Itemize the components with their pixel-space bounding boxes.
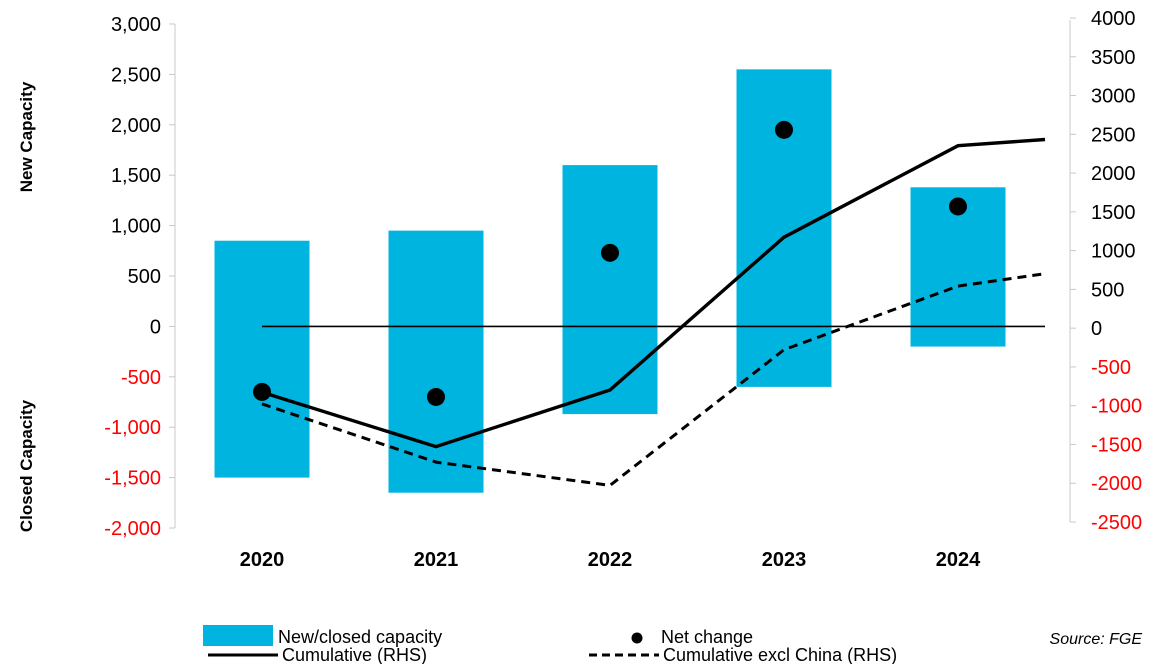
- left-tick-label: -1,500: [104, 468, 161, 490]
- left-axis-label-closed: Closed Capacity: [17, 399, 36, 532]
- category-label: 2023: [762, 549, 807, 571]
- right-tick-label: 2500: [1091, 124, 1136, 146]
- left-tick-label: 2,500: [111, 64, 161, 86]
- right-tick-label: 2000: [1091, 163, 1136, 185]
- category-label: 2024: [936, 549, 981, 571]
- category-label: 2020: [240, 549, 285, 571]
- net-change-point: [253, 382, 271, 401]
- left-tick-label: 1,000: [111, 216, 161, 238]
- left-tick-label: -500: [121, 367, 161, 389]
- right-tick-label: -1000: [1091, 396, 1142, 418]
- right-tick-label: 500: [1091, 279, 1124, 301]
- source-note: Source: FGE: [1049, 631, 1142, 648]
- cumulative-line: [261, 137, 1046, 449]
- right-tick-label: -2500: [1091, 512, 1142, 534]
- legend-label-net-change: Net change: [661, 627, 753, 647]
- capacity-bar: [562, 165, 658, 415]
- left-tick-label: -2,000: [104, 518, 161, 540]
- left-axis-label-new: New Capacity: [17, 81, 36, 192]
- net-change-point: [775, 120, 793, 139]
- left-tick-label: -1,000: [104, 417, 161, 439]
- right-tick-label: 3000: [1091, 86, 1136, 108]
- category-label: 2021: [414, 549, 459, 571]
- net-change-point: [949, 197, 967, 216]
- left-tick-label: 3,000: [111, 14, 161, 36]
- capacity-bar: [736, 69, 832, 387]
- legend-label-bars: New/closed capacity: [278, 627, 442, 647]
- right-tick-label: -2000: [1091, 473, 1142, 495]
- labels-layer: 3,000 2,500 2,000 1,500 1,000 500 0 -500 -1,000 -…: [17, 8, 1142, 571]
- right-tick-label: -1500: [1091, 434, 1142, 456]
- right-tick-label: 3500: [1091, 47, 1136, 69]
- right-tick-label: 0: [1091, 318, 1102, 340]
- points-layer: [253, 120, 967, 406]
- right-tick-label: 1500: [1091, 202, 1136, 224]
- left-tick-label: 1,500: [111, 165, 161, 187]
- left-tick-label: 2,000: [111, 115, 161, 137]
- capacity-bar: [388, 230, 484, 493]
- right-tick-label: 1000: [1091, 241, 1136, 263]
- right-tick-label: 4000: [1091, 8, 1136, 30]
- legend: New/closed capacity Net changeCumulative …: [203, 625, 897, 664]
- left-tick-label: 0: [150, 316, 161, 338]
- lines-layer: [261, 137, 1046, 487]
- net-change-point: [427, 387, 445, 406]
- category-label: 2022: [588, 549, 633, 571]
- legend-label-cumulative-excl-china: Cumulative excl China (RHS): [663, 645, 897, 664]
- net-change-point: [601, 243, 619, 262]
- legend-swatch-net-change: [631, 632, 643, 644]
- legend-label-cumulative: Cumulative (RHS): [282, 645, 427, 664]
- left-tick-label: 500: [128, 266, 161, 288]
- axes-layer: [169, 17, 1076, 529]
- capacity-bar: [214, 240, 310, 478]
- cumulative-excl-china-line: [261, 272, 1046, 487]
- right-tick-label: -500: [1091, 357, 1131, 379]
- legend-swatch-bars: [203, 625, 273, 646]
